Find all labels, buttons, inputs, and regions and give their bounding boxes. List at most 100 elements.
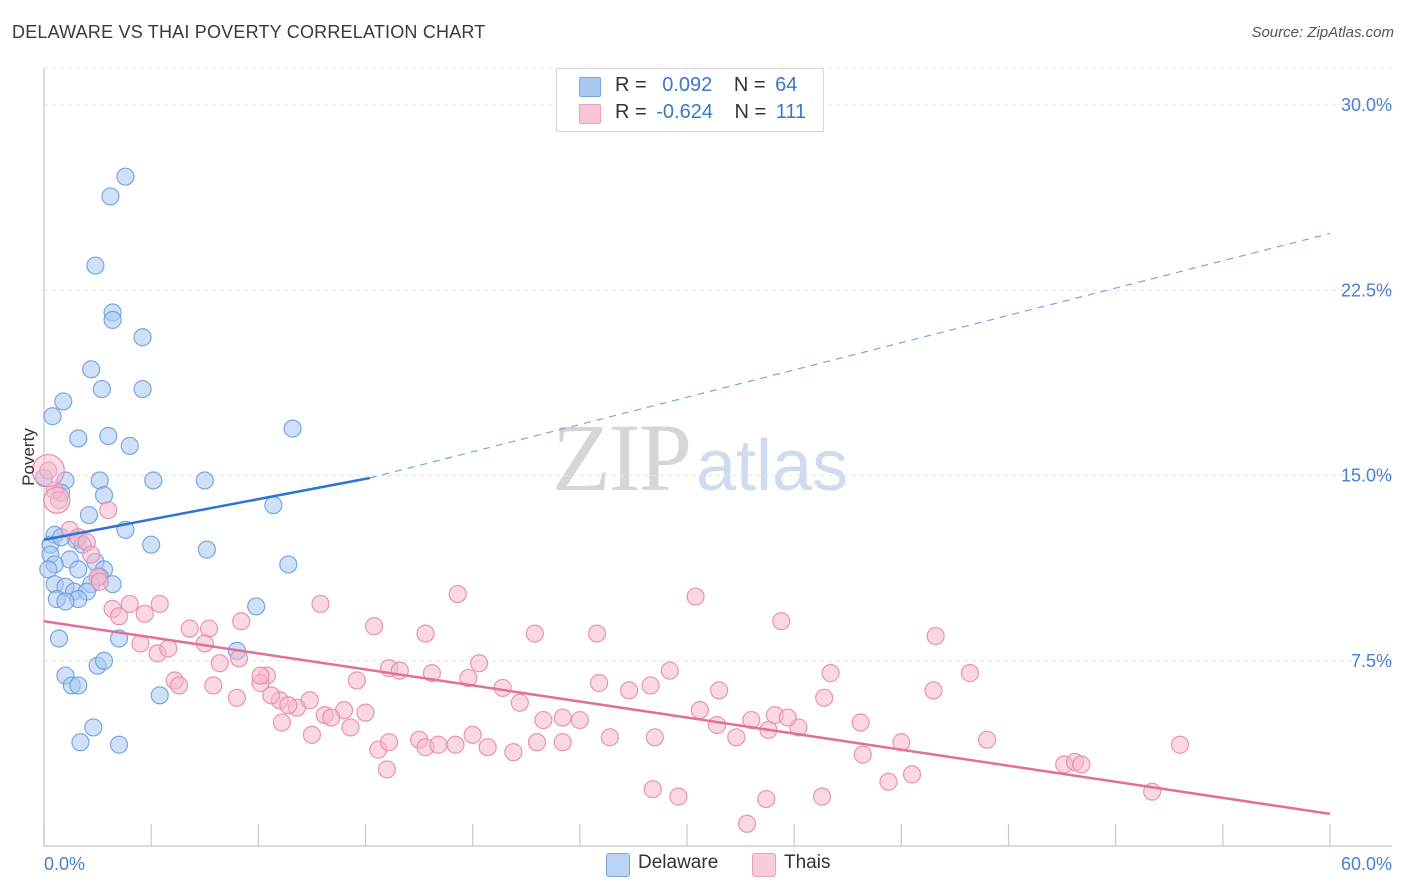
legend-r-value: -0.624: [656, 101, 713, 123]
bottom-legend-swatch-delaware: [606, 853, 630, 877]
data-point-delaware: [86, 256, 105, 275]
correlation-legend: R = 0.092 N = 64 R = -0.624 N = 111: [556, 68, 824, 132]
data-point-thais: [416, 624, 435, 643]
data-point-delaware: [247, 597, 266, 616]
data-point-thais: [815, 688, 834, 707]
data-point-thais: [812, 787, 832, 806]
data-point-thais: [879, 772, 898, 791]
data-point-thais: [204, 676, 223, 695]
data-point-thais: [710, 681, 729, 700]
data-point-thais: [227, 688, 246, 707]
data-point-delaware: [133, 328, 152, 347]
x-tick-label-min: 0.0%: [44, 854, 85, 874]
data-point-thais: [90, 572, 109, 591]
data-point-thais: [527, 733, 547, 752]
legend-r-label: R =: [615, 74, 647, 96]
data-point-thais: [645, 728, 664, 747]
data-point-thais: [902, 765, 922, 784]
legend-r-label: R =: [615, 101, 647, 123]
data-point-thais: [347, 671, 367, 690]
data-point-thais: [924, 681, 943, 700]
data-point-thais: [210, 654, 229, 673]
data-point-thais: [322, 708, 341, 727]
legend-swatch-delaware: [579, 77, 601, 97]
data-point-delaware: [82, 360, 101, 379]
data-point-delaware: [43, 407, 62, 426]
data-point-thais: [150, 594, 169, 614]
data-point-thais: [690, 701, 709, 720]
legend-text-delaware: R = 0.092 N = 64: [615, 74, 797, 97]
data-point-delaware: [109, 735, 129, 754]
y-tick-label: 15.0%: [1341, 466, 1392, 486]
x-axis-ticks: [43, 824, 1331, 846]
data-point-delaware: [69, 676, 88, 695]
data-point-thais: [135, 604, 154, 623]
y-axis-label: Poverty: [19, 428, 38, 486]
data-point-thais: [525, 624, 544, 643]
data-point-delaware: [264, 496, 283, 515]
data-point-thais: [660, 661, 679, 680]
data-point-thais: [120, 594, 139, 614]
data-point-thais: [851, 713, 870, 732]
data-point-thais: [534, 710, 553, 730]
data-point-thais: [446, 735, 465, 754]
data-point-thais: [960, 664, 980, 683]
data-point-thais: [448, 584, 467, 604]
legend-text-thais: R = -0.624 N = 111: [615, 101, 806, 124]
data-point-thais: [300, 691, 319, 710]
data-point-delaware: [84, 718, 103, 737]
data-point-thais: [737, 814, 757, 833]
data-point-thais: [727, 728, 746, 747]
data-point-thais: [279, 696, 298, 715]
source-attribution: Source: ZipAtlas.com: [1251, 24, 1394, 41]
data-point-thais: [251, 666, 270, 685]
y-tick-label: 30.0%: [1341, 95, 1392, 115]
data-point-thais: [926, 626, 945, 646]
data-point-thais: [686, 587, 705, 606]
data-point-thais: [49, 491, 69, 510]
data-point-thais: [469, 654, 489, 673]
legend-n-label: N =: [733, 74, 766, 96]
data-point-thais: [302, 725, 322, 744]
data-point-thais: [356, 703, 375, 722]
series-thais: [31, 453, 1190, 833]
series-delaware: [34, 167, 302, 754]
data-point-thais: [377, 760, 397, 779]
chart-title: DELAWARE VS THAI POVERTY CORRELATION CHA…: [12, 22, 486, 42]
data-point-thais: [341, 718, 360, 737]
data-point-thais: [742, 710, 761, 730]
trend-lines: [43, 232, 1331, 816]
data-point-delaware: [99, 426, 118, 446]
data-point-delaware: [144, 471, 163, 490]
data-point-thais: [570, 710, 589, 730]
data-point-thais-large: [43, 486, 71, 514]
legend-swatch-thais: [579, 104, 601, 124]
bottom-legend-swatch-thais: [752, 853, 776, 877]
data-point-delaware: [94, 651, 114, 670]
bottom-legend-label-thais: Thais: [784, 852, 831, 873]
data-point-thais: [39, 461, 58, 480]
data-point-thais: [643, 780, 662, 799]
data-point-delaware: [69, 429, 88, 448]
axes: [43, 68, 1392, 847]
data-point-thais: [772, 612, 791, 631]
data-point-thais: [977, 730, 997, 749]
data-point-delaware: [101, 187, 120, 206]
data-point-thais: [463, 725, 482, 744]
data-point-delaware: [71, 733, 90, 752]
data-point-delaware: [120, 436, 139, 455]
data-point-delaware: [279, 555, 298, 574]
data-point-delaware: [197, 540, 216, 559]
data-point-delaware: [116, 167, 135, 186]
data-point-thais-large: [31, 453, 65, 488]
legend-n-value: 111: [775, 101, 807, 123]
trend-line-thais: [43, 620, 1331, 816]
grid-lines: [44, 67, 1392, 662]
bottom-legend-label-delaware: Delaware: [638, 852, 719, 873]
legend-n-label: N =: [734, 101, 767, 123]
data-point-thais: [669, 787, 688, 806]
data-point-thais: [379, 733, 399, 752]
legend-r-value: 0.092: [662, 74, 713, 96]
y-axis-tick-labels: 7.5% 15.0% 22.5% 30.0%: [1341, 95, 1392, 671]
